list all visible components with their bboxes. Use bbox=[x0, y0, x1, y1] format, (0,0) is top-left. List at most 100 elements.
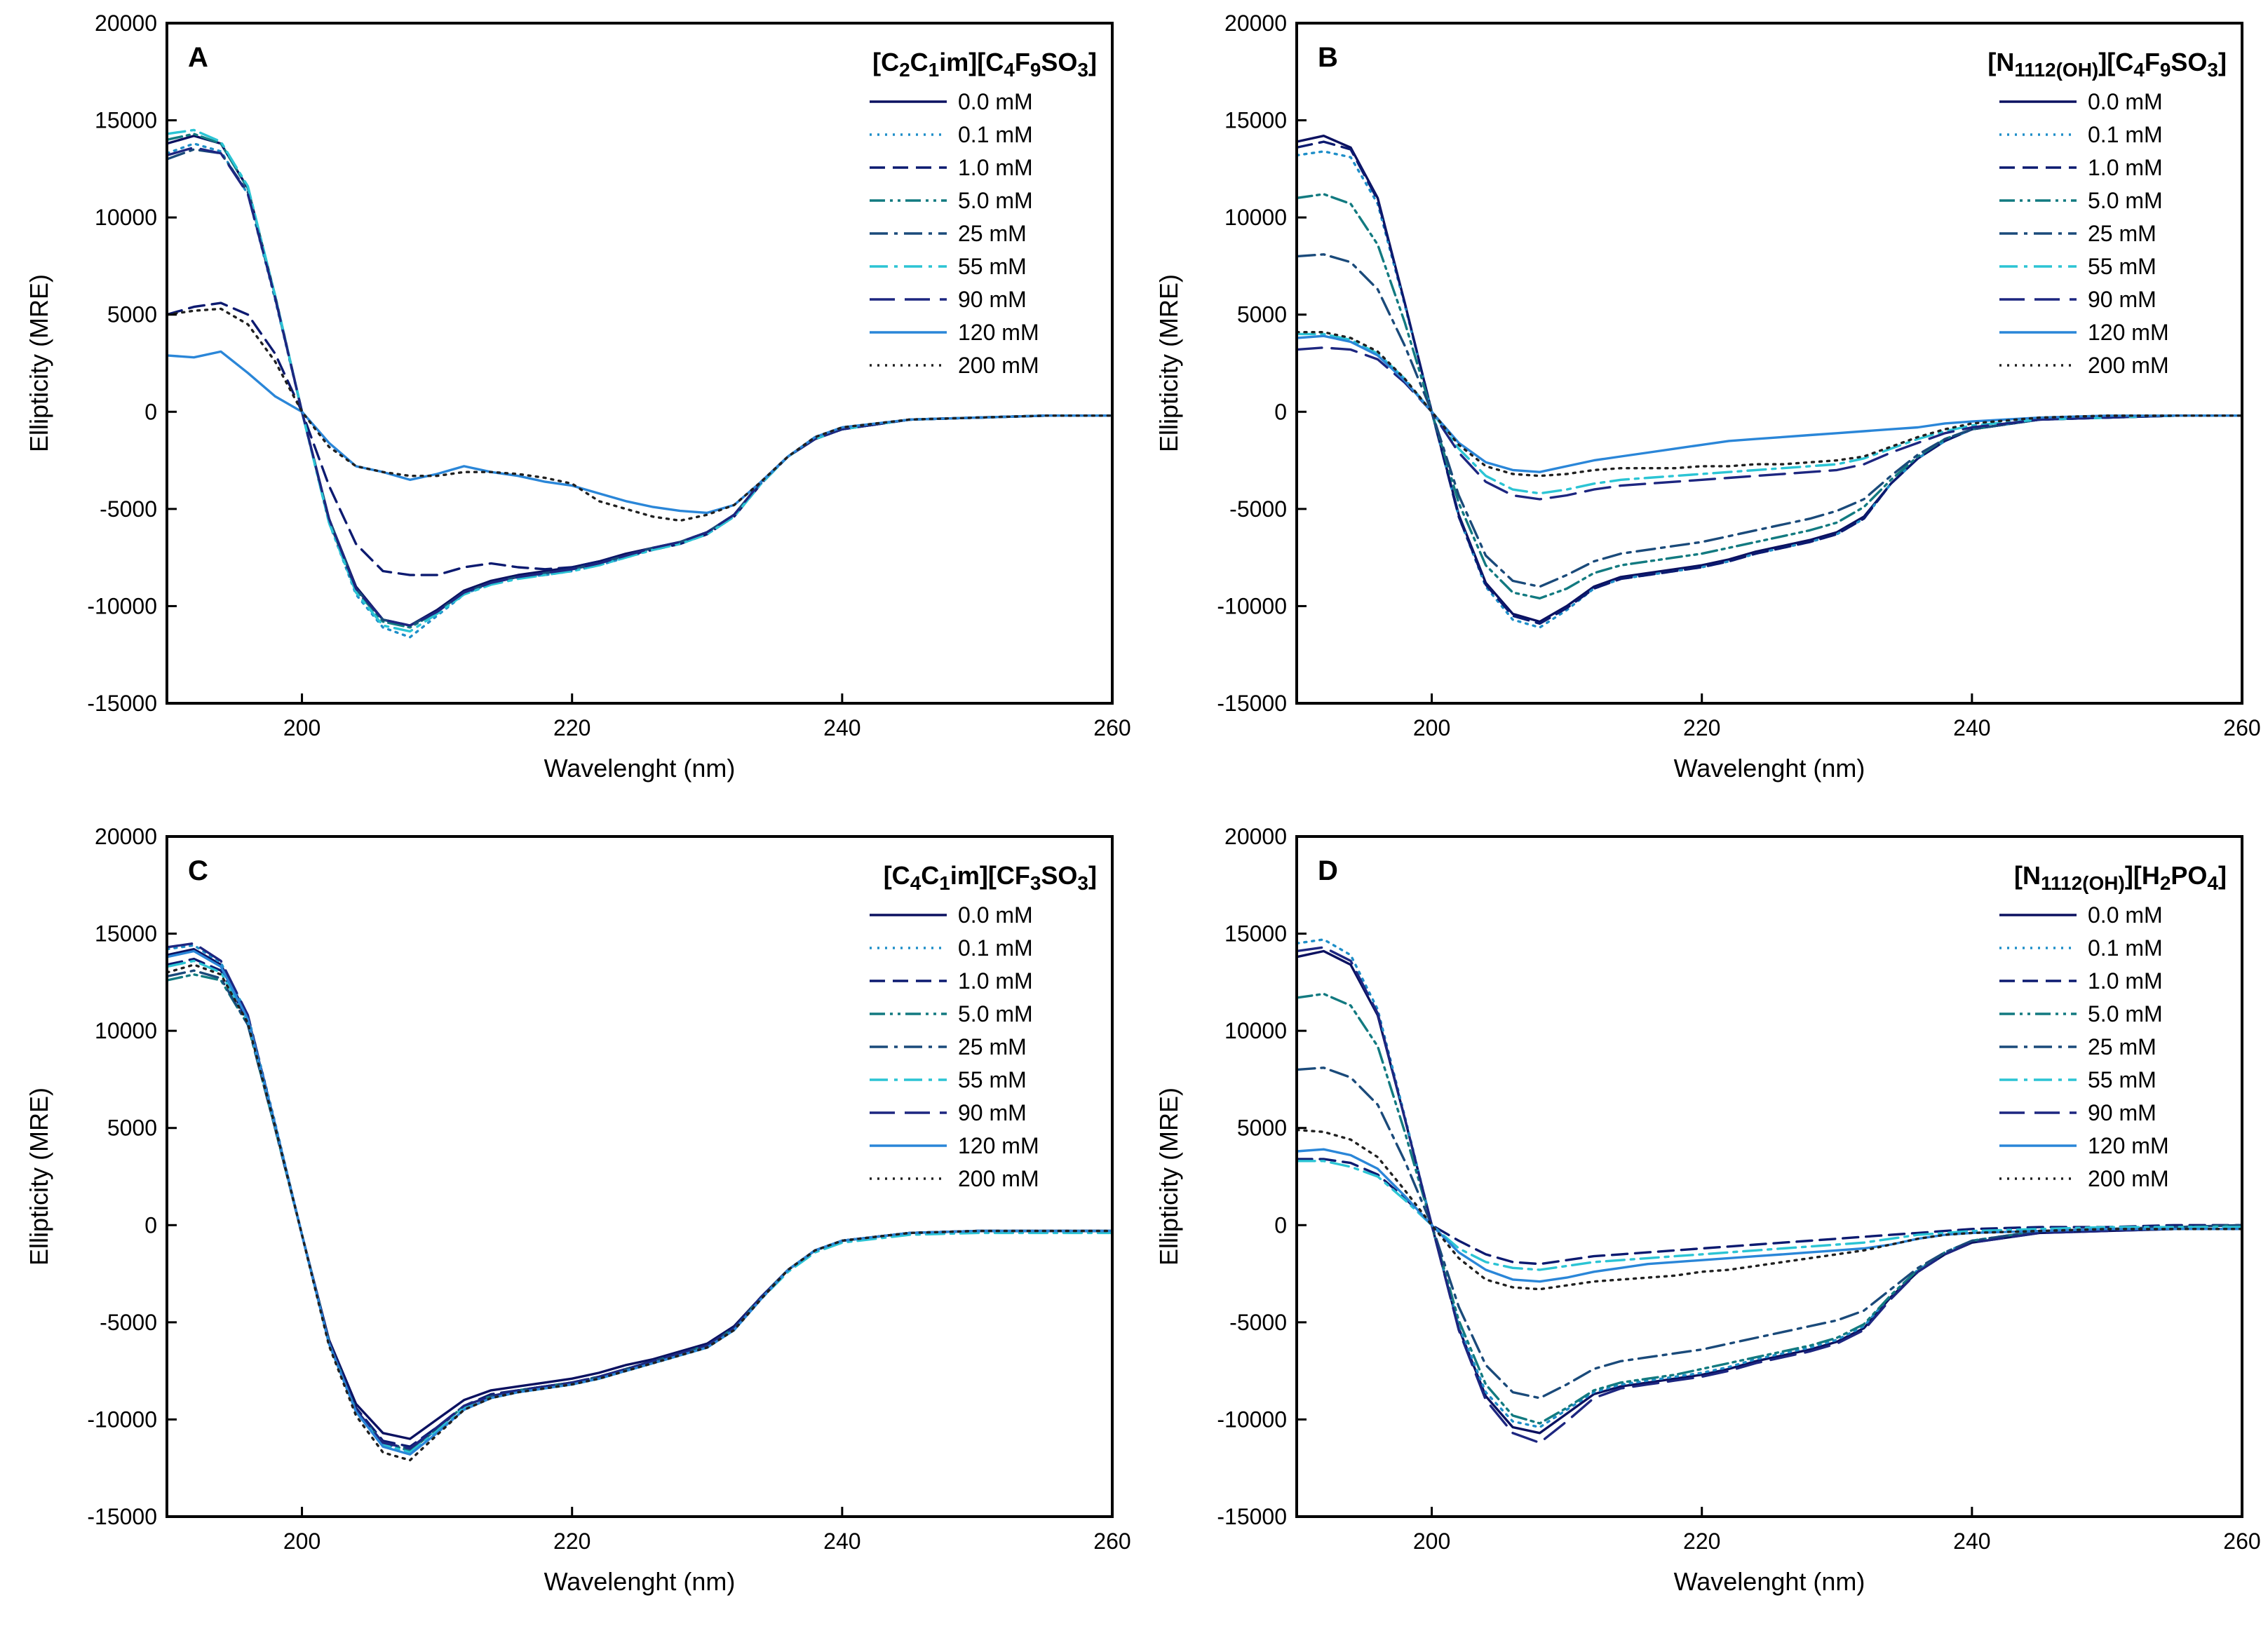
plot-frame bbox=[1295, 835, 2243, 1518]
legend-title: [N1112(OH)][C4F9SO3] bbox=[1987, 48, 2227, 81]
legend-label: 90 mM bbox=[958, 1100, 1027, 1125]
y-axis-label: Ellipticity (MRE) bbox=[25, 274, 53, 452]
x-tick-label: 220 bbox=[553, 1529, 590, 1554]
y-tick-label: 5000 bbox=[1237, 1116, 1287, 1141]
y-tick-label: -5000 bbox=[1229, 1310, 1287, 1335]
y-tick-label: 0 bbox=[1274, 399, 1287, 424]
legend-label: 120 mM bbox=[2088, 320, 2169, 345]
legend-label: 0.1 mM bbox=[2088, 935, 2163, 961]
legend-label: 0.1 mM bbox=[958, 122, 1033, 147]
panel-a: 20000 15000 10000 5000 0 -5000 -10000 -15000 200… bbox=[25, 11, 1131, 782]
series-line-90-mm bbox=[1297, 946, 2242, 1444]
series-line-1-0-mm bbox=[167, 957, 1112, 1448]
y-tick-label: 15000 bbox=[95, 108, 157, 133]
x-tick-label: 240 bbox=[823, 1529, 860, 1554]
legend: 0.0 mM 0.1 mM 1.0 mM 5.0 mM 25 mM 55 mM 90 mM 1… bbox=[870, 902, 1039, 1191]
x-tick-label: 260 bbox=[2223, 1529, 2260, 1554]
y-axis-label: Ellipticity (MRE) bbox=[1154, 1088, 1183, 1266]
series-group bbox=[167, 128, 1112, 639]
legend-label: 1.0 mM bbox=[2088, 968, 2163, 994]
y-tick-label: -15000 bbox=[1217, 1504, 1287, 1529]
y-tick-label: 10000 bbox=[95, 1018, 157, 1043]
series-line-90-mm bbox=[167, 146, 1112, 627]
plot-frame bbox=[166, 22, 1114, 705]
x-tick-label: 220 bbox=[553, 715, 590, 740]
x-axis-label: Wavelenght (nm) bbox=[1674, 754, 1865, 782]
x-axis-label: Wavelenght (nm) bbox=[1674, 1567, 1865, 1596]
y-tick-label: 20000 bbox=[95, 11, 157, 36]
series-line-200-mm bbox=[1297, 331, 2242, 477]
y-tick-label: -10000 bbox=[87, 593, 157, 618]
series-line-120-mm bbox=[167, 350, 1112, 515]
legend-label: 0.0 mM bbox=[958, 89, 1033, 114]
legend-label: 55 mM bbox=[2088, 1067, 2156, 1092]
series-line-25-mm bbox=[1297, 1066, 2242, 1400]
series-line-25-mm bbox=[1297, 253, 2242, 588]
panel-c: 20000 15000 10000 5000 0 -5000 -10000 -15000 200… bbox=[25, 824, 1131, 1596]
legend-label: 1.0 mM bbox=[958, 968, 1033, 994]
y-tick-label: 0 bbox=[1274, 1212, 1287, 1238]
y-tick-label: -5000 bbox=[100, 1310, 157, 1335]
y-tick-label: 15000 bbox=[1224, 108, 1287, 133]
series-line-200-mm bbox=[167, 963, 1112, 1462]
legend: 0.0 mM 0.1 mM 1.0 mM 5.0 mM 25 mM 55 mM 90 mM 1… bbox=[1999, 902, 2169, 1191]
series-line-120-mm bbox=[1297, 334, 2242, 473]
legend-label: 25 mM bbox=[2088, 221, 2156, 246]
y-tick-label: 20000 bbox=[1224, 824, 1287, 849]
legend-label: 25 mM bbox=[958, 221, 1027, 246]
legend-label: 55 mM bbox=[958, 1067, 1027, 1092]
legend-label: 90 mM bbox=[2088, 1100, 2156, 1125]
legend-label: 55 mM bbox=[2088, 254, 2156, 279]
series-line-55-mm bbox=[167, 128, 1112, 633]
panel-letter: C bbox=[188, 855, 208, 886]
series-line-5-0-mm bbox=[1297, 193, 2242, 599]
y-tick-label: 5000 bbox=[107, 1116, 157, 1141]
legend-label: 1.0 mM bbox=[2088, 155, 2163, 180]
legend-label: 90 mM bbox=[958, 287, 1027, 312]
y-tick-label: 0 bbox=[144, 1212, 157, 1238]
legend-label: 120 mM bbox=[958, 1133, 1039, 1158]
legend-label: 90 mM bbox=[2088, 287, 2156, 312]
x-axis-label: Wavelenght (nm) bbox=[544, 754, 736, 782]
x-tick-label: 240 bbox=[823, 715, 860, 740]
y-tick-label: -5000 bbox=[100, 496, 157, 522]
series-line-120-mm bbox=[167, 949, 1112, 1456]
series-group bbox=[1297, 938, 2242, 1444]
x-tick-label: 200 bbox=[283, 715, 320, 740]
y-tick-label: -15000 bbox=[87, 691, 157, 716]
panel-letter: A bbox=[188, 42, 208, 73]
legend-title: [N1112(OH)][H2PO4] bbox=[2014, 861, 2227, 894]
plot-frame bbox=[1295, 22, 2243, 705]
legend-label: 200 mM bbox=[958, 1166, 1039, 1191]
legend-label: 0.0 mM bbox=[2088, 89, 2163, 114]
y-axis-label: Ellipticity (MRE) bbox=[25, 1088, 53, 1266]
legend-label: 0.1 mM bbox=[958, 935, 1033, 961]
x-tick-label: 200 bbox=[1413, 715, 1450, 740]
panel-b: 20000 15000 10000 5000 0 -5000 -10000 -15000 200… bbox=[1154, 11, 2261, 782]
panel-letter: D bbox=[1318, 855, 1338, 886]
y-tick-label: 0 bbox=[144, 399, 157, 424]
legend-label: 5.0 mM bbox=[958, 1001, 1033, 1027]
series-group bbox=[1297, 135, 2242, 629]
legend-label: 5.0 mM bbox=[2088, 1001, 2163, 1027]
series-line-200-mm bbox=[167, 307, 1112, 522]
legend: 0.0 mM 0.1 mM 1.0 mM 5.0 mM 25 mM 55 mM 90 mM 1… bbox=[1999, 89, 2169, 378]
y-tick-label: 15000 bbox=[95, 921, 157, 947]
y-tick-label: -10000 bbox=[1217, 593, 1287, 618]
y-tick-label: 20000 bbox=[95, 824, 157, 849]
x-tick-label: 240 bbox=[1953, 1529, 1990, 1554]
panel-d: 20000 15000 10000 5000 0 -5000 -10000 -15000 200… bbox=[1154, 824, 2261, 1596]
legend-label: 200 mM bbox=[2088, 1166, 2169, 1191]
legend-label: 200 mM bbox=[958, 353, 1039, 378]
y-tick-label: -15000 bbox=[87, 1504, 157, 1529]
series-group bbox=[167, 942, 1112, 1462]
x-tick-label: 260 bbox=[1093, 1529, 1130, 1554]
legend-label: 1.0 mM bbox=[958, 155, 1033, 180]
legend: 0.0 mM 0.1 mM 1.0 mM 5.0 mM 25 mM 55 mM 90 mM 1… bbox=[870, 89, 1039, 378]
series-line-200-mm bbox=[1297, 1128, 2242, 1291]
panel-letter: B bbox=[1318, 42, 1338, 73]
y-tick-label: 5000 bbox=[107, 302, 157, 327]
legend-label: 0.1 mM bbox=[2088, 122, 2163, 147]
y-tick-label: 15000 bbox=[1224, 921, 1287, 947]
plot-frame bbox=[166, 835, 1114, 1518]
